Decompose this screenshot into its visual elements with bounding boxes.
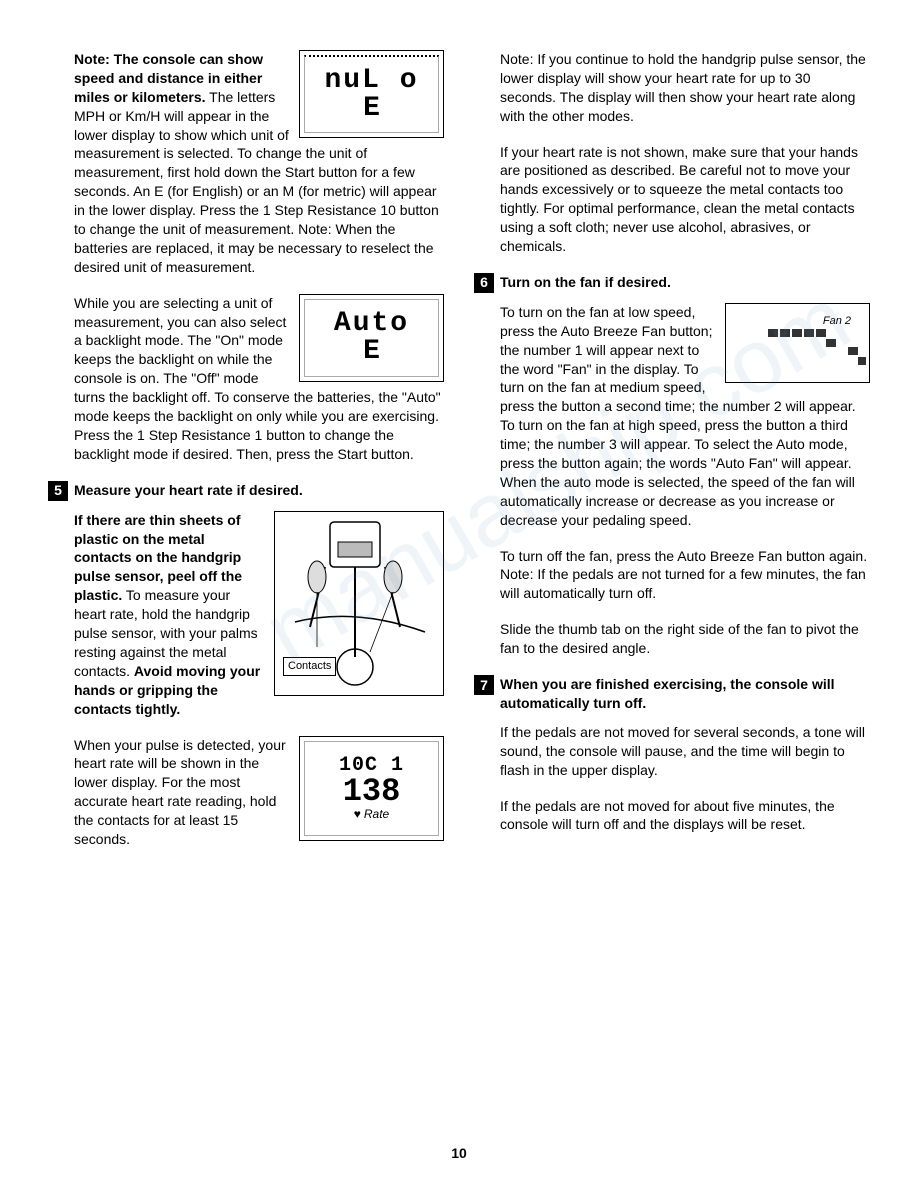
right-column: Note: If you continue to hold the handgr… <box>474 50 870 866</box>
lcd2-line1: Auto <box>334 310 409 338</box>
lcd-display-1: nuL o E <box>299 50 444 138</box>
step7-p1: If the pedals are not moved for several … <box>500 723 870 780</box>
left-column: nuL o E Note: The console can show speed… <box>48 50 444 866</box>
step-7-title: When you are finished exercising, the co… <box>500 675 870 713</box>
fan-display-illustration: Fan 2 <box>725 303 870 383</box>
contacts-label: Contacts <box>283 657 336 676</box>
lcd-display-3: 10C 1 138 ♥Rate <box>299 736 444 841</box>
lcd-display-2: Auto E <box>299 294 444 382</box>
step-6-header: 6 Turn on the fan if desired. <box>474 273 870 293</box>
step-7-header: 7 When you are finished exercising, the … <box>474 675 870 713</box>
col2-p2: If your heart rate is not shown, make su… <box>500 143 870 256</box>
lcd1-line1: nuL o <box>324 67 418 95</box>
step-7-number: 7 <box>474 675 494 695</box>
lcd3-line2: 138 <box>343 776 401 808</box>
page-number: 10 <box>0 1144 918 1163</box>
lcd3-rate-label: ♥Rate <box>354 808 389 820</box>
step-5-header: 5 Measure your heart rate if desired. <box>48 481 444 501</box>
step7-p2: If the pedals are not moved for about fi… <box>500 797 870 835</box>
heart-icon: ♥ <box>354 808 361 820</box>
step6-p2: To turn off the fan, press the Auto Bree… <box>500 547 870 604</box>
step-5-number: 5 <box>48 481 68 501</box>
lcd2-line2: E <box>363 338 380 366</box>
step-5-title: Measure your heart rate if desired. <box>74 481 444 500</box>
step6-p3: Slide the thumb tab on the right side of… <box>500 620 870 658</box>
two-column-layout: nuL o E Note: The console can show speed… <box>48 50 870 866</box>
step-6-title: Turn on the fan if desired. <box>500 273 870 292</box>
elliptical-illustration: Contacts <box>274 511 444 696</box>
col2-p1: Note: If you continue to hold the handgr… <box>500 50 870 126</box>
step-6-number: 6 <box>474 273 494 293</box>
lcd1-line2: E <box>363 95 380 123</box>
